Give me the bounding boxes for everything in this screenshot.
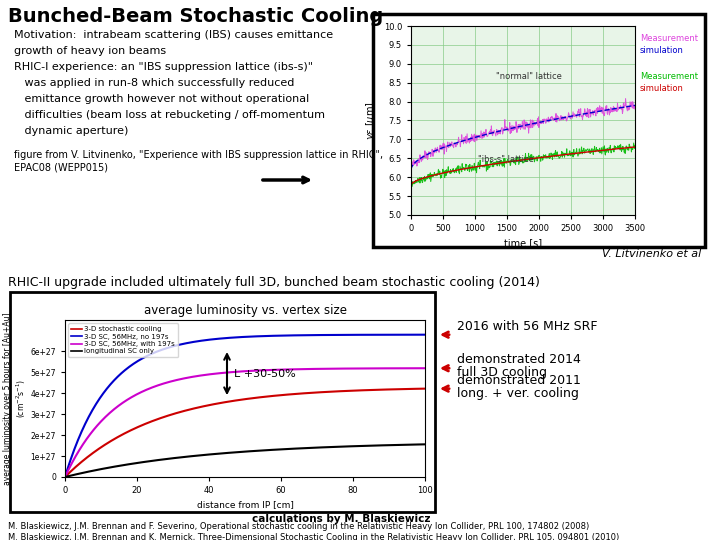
Text: M. Blaskiewicz, J.M. Brennan and K. Mernick, Three-Dimensional Stochastic Coolin: M. Blaskiewicz, J.M. Brennan and K. Mern… <box>8 533 619 540</box>
Legend: 3-D stochastic cooling, 3-D SC, 56MHz, no 197s, 3-D SC, 56MHz, with 197s, longit: 3-D stochastic cooling, 3-D SC, 56MHz, n… <box>68 323 178 357</box>
Text: "ibs-s" lattice: "ibs-s" lattice <box>478 155 534 164</box>
Text: demonstrated 2011: demonstrated 2011 <box>457 374 581 387</box>
Text: V. Litvinenko et al: V. Litvinenko et al <box>602 249 701 259</box>
Text: L +30-50%: L +30-50% <box>234 369 296 379</box>
Text: Bunched-Beam Stochastic Cooling: Bunched-Beam Stochastic Cooling <box>8 7 383 26</box>
Y-axis label: $\gamma\varepsilon$ [$\mu$m]: $\gamma\varepsilon$ [$\mu$m] <box>364 101 378 140</box>
Text: simulation: simulation <box>640 46 684 55</box>
Text: M. Blaskiewicz, J.M. Brennan and F. Severino, Operational stochastic cooling in : M. Blaskiewicz, J.M. Brennan and F. Seve… <box>8 522 589 531</box>
Text: dynamic aperture): dynamic aperture) <box>14 126 128 136</box>
Text: was applied in run-8 which successfully reduced: was applied in run-8 which successfully … <box>14 78 294 88</box>
Text: 2016 with 56 MHz SRF: 2016 with 56 MHz SRF <box>457 320 598 333</box>
Text: Motivation:  intrabeam scattering (IBS) causes emittance: Motivation: intrabeam scattering (IBS) c… <box>14 30 333 40</box>
Bar <box>10 292 435 512</box>
Text: EPAC08 (WEPP015): EPAC08 (WEPP015) <box>14 162 108 172</box>
Bar <box>373 14 705 247</box>
X-axis label: distance from IP [cm]: distance from IP [cm] <box>197 501 294 510</box>
Text: emittance growth however not without operational: emittance growth however not without ope… <box>14 94 310 104</box>
Y-axis label: average luminosity over 5 hours for [Au+Au]
(cm$^{-2}$s$^{-1}$): average luminosity over 5 hours for [Au+… <box>3 312 27 485</box>
Text: growth of heavy ion beams: growth of heavy ion beams <box>14 46 166 56</box>
Text: simulation: simulation <box>640 84 684 93</box>
Text: Measurement: Measurement <box>640 34 698 43</box>
Title: average luminosity vs. vertex size: average luminosity vs. vertex size <box>143 305 346 318</box>
Text: Measurement: Measurement <box>640 72 698 81</box>
Text: difficulties (beam loss at rebucketing / off-momentum: difficulties (beam loss at rebucketing /… <box>14 110 325 120</box>
Text: demonstrated 2014: demonstrated 2014 <box>457 353 581 366</box>
Text: RHIC-II upgrade included ultimately full 3D, bunched beam stochastic cooling (20: RHIC-II upgrade included ultimately full… <box>8 276 540 289</box>
Text: long. + ver. cooling: long. + ver. cooling <box>457 387 579 400</box>
Text: "normal" lattice: "normal" lattice <box>496 72 562 81</box>
Text: calculations by M. Blaskiewicz: calculations by M. Blaskiewicz <box>251 514 430 524</box>
Text: RHIC-I experience: an "IBS suppression lattice (ibs-s)": RHIC-I experience: an "IBS suppression l… <box>14 62 313 72</box>
Text: full 3D cooling: full 3D cooling <box>457 366 547 379</box>
Text: figure from V. Litvinenko, "Experience with IBS suppression lattice in RHIC",: figure from V. Litvinenko, "Experience w… <box>14 150 383 160</box>
X-axis label: time [s]: time [s] <box>504 239 542 248</box>
